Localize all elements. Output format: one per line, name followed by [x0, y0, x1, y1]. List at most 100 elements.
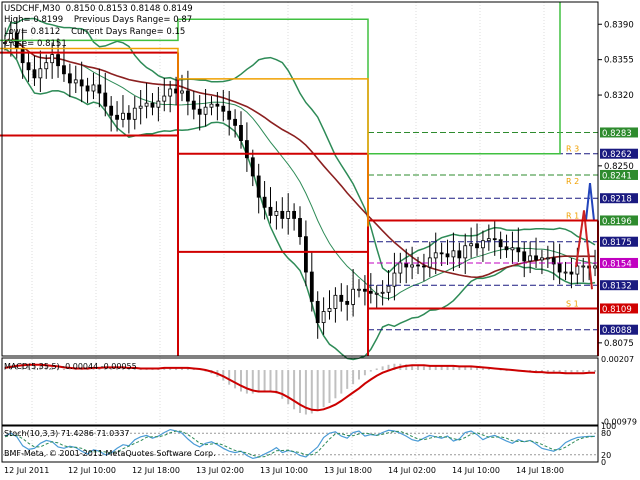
stoch-label: Stoch(10,3,3) 71.4286 71.0337	[4, 429, 130, 438]
candle-body	[56, 54, 60, 67]
candle-body	[203, 106, 208, 115]
pane-border	[1, 425, 599, 463]
candle-body	[156, 100, 161, 108]
candle-body	[26, 62, 31, 71]
candle-body	[126, 112, 131, 120]
price-level-label: 0.8218	[602, 195, 632, 205]
price-level-label: 0.8196	[602, 217, 632, 227]
candle-body	[292, 210, 296, 219]
stoch-signal-line	[4, 430, 596, 458]
candle-body	[168, 88, 173, 97]
pane-border	[1, 1, 599, 357]
price-level-label: 0.8132	[602, 282, 632, 292]
price-level-tag	[600, 215, 638, 226]
y-tick-label: 0.8250	[604, 162, 634, 172]
y-tick-label: 0.8075	[604, 339, 634, 349]
chart-info-line-1: USDCHF,M30 0.8150 0.8153 0.8148 0.8149	[4, 4, 193, 14]
candle-body	[103, 92, 108, 107]
candle-body	[404, 262, 409, 268]
candle-body	[445, 253, 450, 258]
candle-body	[262, 196, 267, 208]
candle-body	[115, 114, 119, 120]
candle-body	[91, 84, 96, 92]
macd-signal-line	[4, 363, 595, 412]
bollinger-lower-band	[4, 47, 596, 361]
candle-body	[20, 48, 25, 64]
candle-body	[368, 290, 373, 294]
candle-body	[422, 265, 426, 268]
price-level-label: 0.8262	[602, 150, 632, 160]
macd-y-tick-label: 0.00207	[601, 355, 634, 364]
candle-body	[8, 32, 13, 43]
macd-label: MACD(5,35,5) -0.00044 -0.00055	[4, 362, 137, 371]
candle-body	[551, 257, 556, 265]
price-level-label: 0.8175	[602, 238, 632, 248]
x-tick-label: 14 Jul 18:00	[516, 466, 564, 475]
candle-body	[32, 69, 37, 79]
pivot-label: R 3	[566, 145, 579, 154]
candle-body	[374, 292, 379, 295]
y-tick-label: 0.8390	[604, 20, 634, 30]
x-tick-label: 13 Jul 02:00	[196, 466, 244, 475]
bollinger-middle-line	[4, 37, 596, 300]
candle-body	[327, 308, 332, 312]
candle-body	[528, 255, 533, 262]
x-tick-label: 12 Jul 18:00	[132, 466, 180, 475]
candle-body	[363, 288, 367, 292]
candle-body	[180, 90, 184, 94]
price-level-tag	[600, 303, 638, 314]
price-level-tag	[600, 236, 638, 247]
moving-average-line	[4, 36, 595, 279]
candle-body	[540, 257, 544, 261]
candle-body	[386, 285, 391, 293]
price-level-label: 0.8109	[602, 305, 632, 315]
candle-body	[557, 263, 562, 273]
previous-high-frame	[0, 2, 561, 155]
candle-body	[534, 255, 538, 261]
candle-body	[138, 105, 143, 109]
candle-body	[233, 118, 237, 126]
candle-body	[569, 271, 574, 275]
pane-border	[1, 357, 599, 426]
candle-body	[97, 84, 102, 94]
pivot-label: R 2	[566, 177, 579, 186]
candle-body	[67, 73, 72, 84]
chart-info-line-3: Low= 0.8112 Current Days Range= 0.15	[4, 27, 186, 37]
y-tick-label: 0.8320	[604, 91, 634, 101]
pivot-label: R 1	[566, 211, 579, 220]
candle-body	[486, 238, 491, 242]
candle-body	[298, 218, 302, 238]
candle-body	[239, 124, 243, 141]
candle-body	[427, 257, 432, 268]
previous-close-frame	[0, 47, 369, 227]
candle-body	[274, 210, 279, 216]
candle-body	[593, 265, 597, 269]
candle-body	[197, 108, 202, 115]
x-tick-label: 14 Jul 10:00	[452, 466, 500, 475]
candle-body	[333, 294, 338, 309]
candle-body	[304, 236, 308, 273]
candle-body	[250, 157, 255, 177]
candle-body	[357, 288, 361, 291]
candle-body	[150, 102, 155, 108]
chart-info-line-4: Close= 0.8151	[4, 39, 67, 49]
candle-body	[121, 112, 125, 120]
candle-body	[62, 65, 66, 75]
price-level-tag	[600, 169, 638, 180]
up-signal-arrow	[585, 182, 595, 221]
candle-body	[339, 294, 344, 302]
candle-body	[44, 62, 49, 70]
candle-body	[345, 300, 350, 305]
candle-body	[416, 264, 420, 267]
chart-info-line-2: High= 0.8199 Previous Days Range= 0.87	[4, 15, 193, 25]
candle-body	[38, 68, 43, 79]
copyright-text: BMF-Meta, © 2001-2011 MetaQuotes Softwar…	[4, 449, 216, 458]
candle-body	[185, 90, 190, 102]
x-tick-label: 14 Jul 02:00	[388, 466, 436, 475]
price-level-label: 0.8088	[602, 326, 632, 336]
pivot-label: S 1	[566, 299, 579, 308]
candle-body	[256, 175, 261, 198]
x-tick-label: 12 Jul 2011	[4, 466, 49, 475]
